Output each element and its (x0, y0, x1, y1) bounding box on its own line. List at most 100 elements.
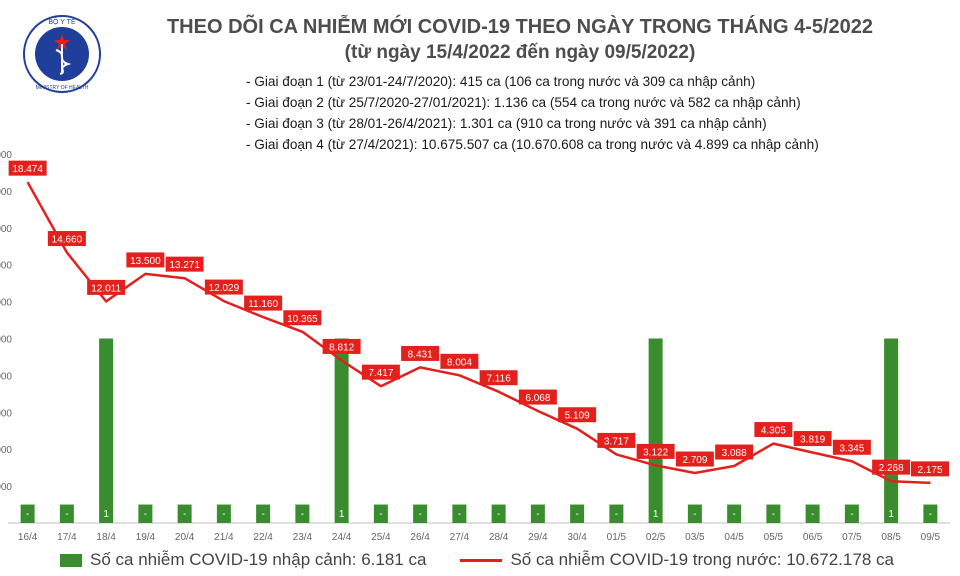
x-tick-label-02/5: 02/5 (646, 532, 666, 543)
legend-swatch-bar (60, 553, 82, 567)
bar-label-25/4: - (379, 509, 382, 520)
line-label-bg-04/5 (715, 444, 754, 460)
line-label-bg-16/4 (8, 160, 47, 176)
line-label-03/5: 2.709 (682, 455, 707, 466)
bar-label-08/5: 1 (888, 509, 894, 520)
chart-title: THEO DÕI CA NHIỄM MỚI COVID-19 THEO NGÀY… (166, 16, 874, 38)
x-tick-label-30/4: 30/4 (567, 532, 587, 543)
bar-label-03/5: - (693, 509, 696, 520)
y-tick-label: 000 (0, 187, 12, 198)
bar-imported-05/5 (766, 504, 781, 523)
phase-4-summary: - Giai đoạn 4 (từ 27/4/2021): 10.675.507… (246, 137, 819, 152)
bar-label-16/4: - (26, 509, 29, 520)
bar-imported-21/4 (216, 504, 231, 523)
x-tick-label-04/5: 04/5 (724, 532, 744, 543)
y-tick-label: 000 (0, 298, 12, 309)
line-label-04/5: 3.088 (722, 448, 747, 459)
bar-imported-27/4 (452, 504, 467, 523)
line-label-27/4: 8.004 (447, 357, 472, 368)
bar-label-06/5: - (811, 509, 814, 520)
line-label-09/5: 2.175 (917, 465, 942, 476)
line-label-23/4: 10.365 (287, 314, 318, 325)
phase-1-summary: - Giai đoạn 1 (từ 23/01-24/7/2020): 415 … (246, 74, 756, 89)
x-tick-label-26/4: 26/4 (410, 532, 430, 543)
bar-label-04/5: - (732, 509, 735, 520)
bar-label-09/5: - (929, 509, 932, 520)
x-tick-label-18/4: 18/4 (96, 532, 116, 543)
bar-label-19/4: - (144, 509, 147, 520)
bar-imported-28/4 (491, 504, 506, 523)
line-label-bg-20/4 (165, 256, 204, 272)
line-label-18/4: 12.011 (91, 283, 121, 294)
phase-3-summary: - Giai đoạn 3 (từ 28/01-26/4/2021): 1.30… (246, 116, 767, 131)
x-tick-label-20/4: 20/4 (175, 532, 195, 543)
chart-subtitle: (từ ngày 15/4/2022 đến ngày 09/5/2022) (344, 42, 696, 63)
x-tick-label-25/4: 25/4 (371, 532, 391, 543)
chart-legend: Số ca nhiễm COVID-19 nhập cảnh: 6.181 ca… (60, 550, 894, 570)
svg-text:BỘ Y TẾ: BỘ Y TẾ (48, 16, 76, 26)
y-tick-label: 000 (0, 482, 12, 493)
y-tick-label: 000 (0, 445, 12, 456)
bar-label-02/5: 1 (653, 509, 659, 520)
line-label-bg-17/4 (47, 231, 86, 247)
bar-imported-03/5 (687, 504, 702, 523)
bar-imported-02/5 (648, 338, 663, 523)
line-label-bg-27/4 (440, 353, 479, 369)
bar-label-20/4: - (183, 509, 186, 520)
line-label-bg-25/4 (361, 364, 400, 380)
bar-label-18/4: 1 (103, 509, 109, 520)
bar-imported-25/4 (373, 504, 388, 523)
y-tick-label: 000 (0, 150, 12, 161)
y-tick-label: 000 (0, 224, 12, 235)
x-tick-label-28/4: 28/4 (489, 532, 509, 543)
bar-label-30/4: - (575, 509, 578, 520)
x-tick-label-21/4: 21/4 (214, 532, 234, 543)
bar-imported-06/5 (805, 504, 820, 523)
x-tick-label-22/4: 22/4 (253, 532, 273, 543)
line-label-22/4: 11.160 (248, 299, 278, 310)
x-tick-label-08/5: 08/5 (881, 532, 901, 543)
bar-imported-01/5 (609, 504, 624, 523)
bar-label-23/4: - (301, 509, 304, 520)
line-label-01/5: 3.717 (604, 436, 629, 447)
x-tick-label-05/5: 05/5 (764, 532, 784, 543)
bar-imported-16/4 (20, 504, 35, 523)
x-tick-label-19/4: 19/4 (136, 532, 156, 543)
svg-text:MINISTRY OF HEALTH: MINISTRY OF HEALTH (36, 85, 89, 91)
legend-item-domestic: Số ca nhiễm COVID-19 trong nước: 10.672.… (460, 550, 894, 570)
line-label-21/4: 12.029 (209, 283, 240, 294)
x-tick-label-24/4: 24/4 (332, 532, 352, 543)
bar-imported-09/5 (923, 504, 938, 523)
line-label-26/4: 8.431 (408, 349, 433, 360)
bar-imported-22/4 (256, 504, 271, 523)
phase-summary-list: - Giai đoạn 1 (từ 23/01-24/7/2020): 415 … (246, 71, 819, 155)
x-tick-label-17/4: 17/4 (57, 532, 77, 543)
bar-imported-23/4 (295, 504, 310, 523)
bar-label-01/5: - (615, 509, 618, 520)
line-label-bg-29/4 (518, 389, 557, 405)
line-label-bg-05/5 (754, 422, 793, 438)
line-label-bg-28/4 (479, 370, 518, 386)
line-label-bg-23/4 (283, 310, 322, 326)
bar-label-21/4: - (222, 509, 225, 520)
line-label-07/5: 3.345 (839, 443, 864, 454)
ministry-of-health-logo: BỘ Y TẾ MINISTRY OF HEALTH (23, 15, 101, 93)
line-label-08/5: 2.268 (879, 463, 904, 474)
bar-imported-07/5 (844, 504, 859, 523)
line-label-bg-24/4 (322, 338, 361, 354)
line-label-bg-07/5 (832, 439, 871, 455)
x-tick-label-29/4: 29/4 (528, 532, 548, 543)
line-label-bg-18/4 (87, 279, 126, 295)
bar-imported-18/4 (99, 338, 114, 523)
line-label-bg-02/5 (636, 443, 675, 459)
line-label-25/4: 7.417 (368, 368, 393, 379)
bar-label-05/5: - (772, 509, 775, 520)
y-tick-label: 000 (0, 371, 12, 382)
y-tick-label: 000 (0, 335, 12, 346)
bar-imported-29/4 (530, 504, 545, 523)
x-tick-label-01/5: 01/5 (607, 532, 627, 543)
bar-label-17/4: - (65, 509, 68, 520)
bar-imported-04/5 (727, 504, 742, 523)
line-label-20/4: 13.271 (169, 260, 200, 271)
